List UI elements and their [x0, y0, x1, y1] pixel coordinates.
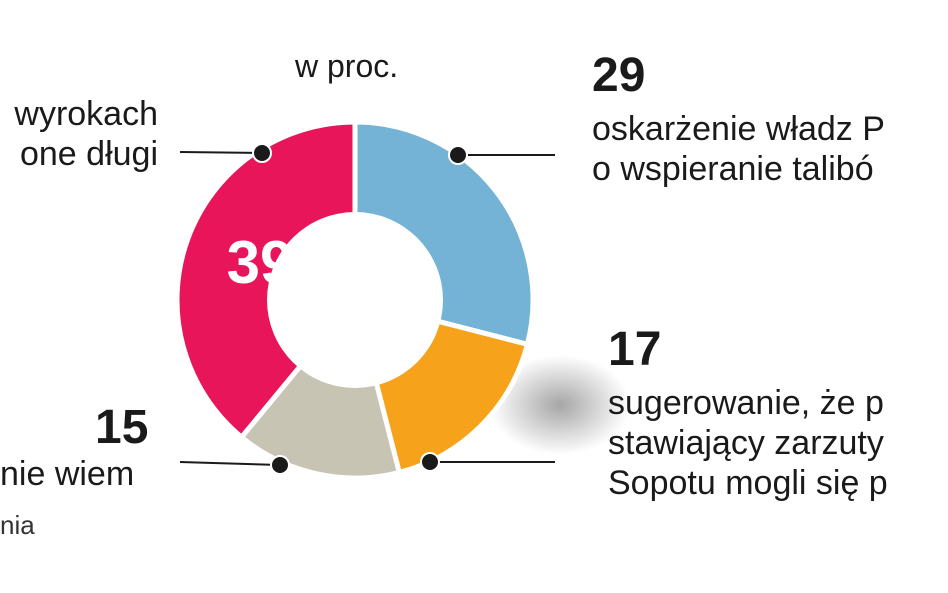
slice-label-17: sugerowanie, że p stawiający zarzuty Sop… — [608, 384, 888, 503]
leader-line-39 — [179, 151, 263, 154]
leader-lines — [179, 143, 555, 475]
leader-dot-17 — [420, 452, 440, 472]
chart-shadow — [490, 355, 630, 455]
slice-value-label-39: 39 — [227, 229, 294, 296]
slice-label-15-line-1: nie wiem — [0, 455, 135, 493]
slice-label-39: wyrokach one długi — [14, 95, 158, 175]
slice-value-15: 15 — [95, 401, 149, 454]
leader-dot-15 — [270, 455, 290, 475]
slice-value-17: 17 — [608, 323, 662, 376]
slice-label-17-line-3: Sopotu mogli się p — [608, 463, 888, 502]
slice-label-29: oskarżenie władz P o wspieranie talibó — [592, 110, 885, 190]
leader-dot-39 — [252, 143, 272, 163]
pie-slice-39 — [174, 119, 358, 441]
slice-label-17-line-1: sugerowanie, że p — [608, 384, 884, 422]
leader-line-15 — [179, 461, 281, 466]
source-note: nia — [0, 510, 35, 540]
unit-label: w proc. — [295, 48, 399, 84]
slice-label-39-line-1: wyrokach — [14, 95, 158, 133]
donut-hole — [267, 212, 443, 388]
slice-label-15: nie wiem — [0, 455, 134, 495]
slice-label-39-line-2: one długi — [19, 134, 158, 173]
slice-label-17-line-2: stawiający zarzuty — [608, 423, 884, 462]
slice-label-29-line-2: o wspieranie talibó — [592, 149, 874, 188]
slice-label-29-line-1: oskarżenie władz P — [592, 110, 885, 148]
slice-value-29: 29 — [592, 49, 646, 102]
leader-dot-29 — [448, 145, 468, 165]
